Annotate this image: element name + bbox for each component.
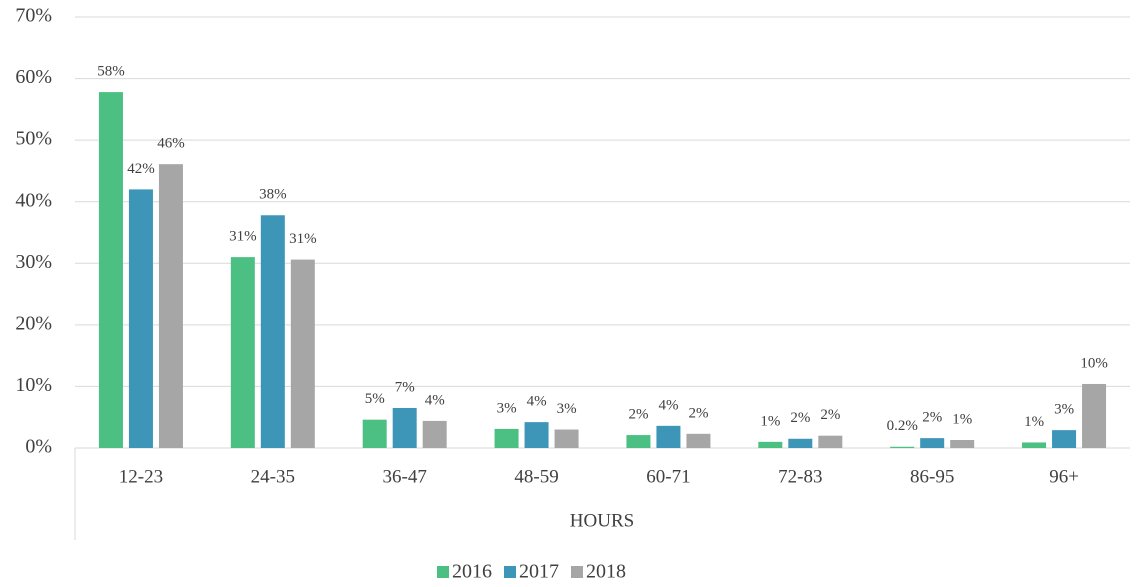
bar	[950, 439, 975, 448]
data-label: 0.2%	[887, 418, 918, 434]
data-label: 31%	[289, 231, 317, 247]
bar	[392, 407, 417, 448]
legend-swatch	[504, 566, 516, 578]
data-label: 58%	[97, 64, 125, 80]
bar	[128, 189, 153, 448]
y-tick-label: 50%	[15, 128, 52, 150]
y-tick-label: 10%	[15, 374, 52, 396]
y-tick-label: 30%	[15, 251, 52, 273]
data-label: 2%	[922, 410, 942, 426]
legend-label: 2018	[586, 561, 626, 583]
data-label: 3%	[1054, 402, 1074, 418]
bar	[1082, 383, 1107, 448]
x-tick-label: 36-47	[383, 466, 427, 487]
data-label: 1%	[1024, 414, 1044, 430]
x-tick-label: 24-35	[251, 466, 295, 487]
data-label: 3%	[557, 401, 577, 417]
bar	[788, 438, 813, 448]
x-tick-label: 12-23	[119, 466, 163, 487]
bar	[362, 419, 387, 448]
legend-swatch	[437, 566, 449, 578]
data-label: 7%	[395, 379, 415, 395]
data-label: 5%	[365, 391, 385, 407]
y-tick-label: 60%	[15, 66, 52, 88]
bar	[158, 164, 183, 449]
data-label: 10%	[1080, 355, 1108, 371]
bar	[686, 433, 711, 448]
y-tick-label: 0%	[25, 436, 52, 458]
x-tick-label: 96+	[1049, 466, 1079, 487]
bar	[554, 429, 579, 448]
x-tick-label: 86-95	[910, 466, 954, 487]
data-label: 4%	[425, 392, 445, 408]
bar	[98, 92, 123, 449]
bar	[890, 446, 915, 448]
bar	[626, 435, 651, 448]
data-label: 4%	[658, 397, 678, 413]
data-label: 2%	[688, 405, 708, 421]
data-label: 4%	[527, 394, 547, 410]
bar	[656, 425, 681, 448]
data-label: 31%	[229, 229, 257, 245]
bar	[260, 215, 285, 448]
bar	[1052, 430, 1077, 448]
x-tick-label: 60-71	[646, 466, 690, 487]
data-label: 38%	[259, 187, 287, 203]
legend-label: 2016	[452, 561, 492, 583]
bar	[290, 259, 315, 448]
x-tick-label: 48-59	[514, 466, 558, 487]
data-label: 1%	[760, 413, 780, 429]
y-tick-label: 70%	[15, 5, 52, 27]
bar	[920, 438, 945, 448]
legend-label: 2017	[519, 561, 559, 583]
bar	[494, 428, 519, 448]
legend-swatch	[571, 566, 583, 578]
data-label: 46%	[157, 136, 185, 152]
x-tick-label: 72-83	[778, 466, 822, 487]
data-label: 2%	[820, 407, 840, 423]
bar	[230, 257, 255, 448]
bar	[422, 420, 447, 448]
data-label: 2%	[790, 410, 810, 426]
bar	[758, 441, 783, 448]
bar	[1022, 442, 1047, 448]
bar	[524, 422, 549, 448]
data-label: 2%	[628, 407, 648, 423]
data-label: 3%	[497, 400, 517, 416]
data-label: 1%	[952, 411, 972, 427]
x-axis-title: HOURS	[570, 510, 634, 531]
y-tick-label: 20%	[15, 312, 52, 334]
y-tick-label: 40%	[15, 189, 52, 211]
bar	[818, 435, 843, 448]
data-label: 42%	[127, 161, 155, 177]
